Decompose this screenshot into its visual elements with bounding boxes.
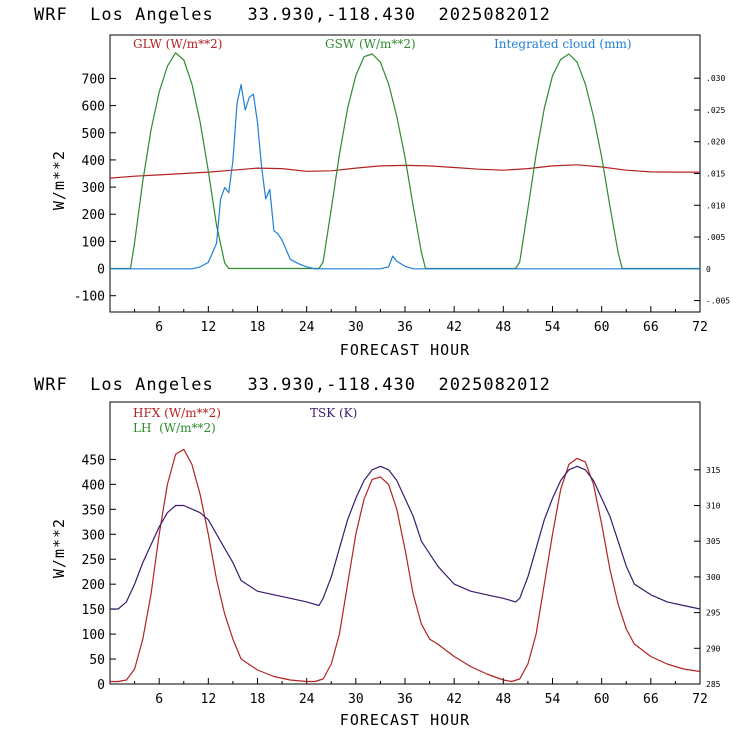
chart2-y-tick-label: 0: [97, 678, 105, 693]
chart2-y-tick-label: 400: [82, 478, 105, 493]
chart1-x-tick-label: 54: [545, 320, 561, 335]
chart2-y-tick-label: 250: [82, 553, 105, 568]
chart2-x-tick-label: 18: [250, 692, 266, 707]
chart1-y2-tick-label: 0: [706, 265, 711, 274]
chart2-title: WRF Los Angeles 33.930,-118.430 20250820…: [34, 375, 551, 395]
chart1-x-tick-label: 12: [201, 320, 217, 335]
chart2-x-tick-label: 12: [201, 692, 217, 707]
legend-lh: LH (W/m**2): [133, 421, 216, 435]
chart1-x-tick-label: 6: [155, 320, 163, 335]
chart1-y2-tick-label: -.005: [706, 297, 730, 306]
chart2-x-tick-label: 42: [446, 692, 462, 707]
chart1-x-tick-label: 24: [299, 320, 315, 335]
chart2-x-tick-label: 60: [594, 692, 610, 707]
chart1-x-tick-label: 18: [250, 320, 266, 335]
chart2-x-tick-label: 66: [643, 692, 659, 707]
chart1-y2-tick-label: .005: [706, 233, 725, 242]
chart1-y2-tick-label: .020: [706, 138, 725, 147]
chart1-series-glw-line: [109, 164, 700, 179]
chart2-y2-tick-label: 295: [706, 609, 721, 618]
chart1-x-axis-label: FORECAST HOUR: [340, 341, 470, 359]
chart2-x-tick-label: 6: [155, 692, 163, 707]
chart2-y-tick-label: 100: [82, 628, 105, 643]
chart2-x-tick-label: 24: [299, 692, 315, 707]
chart1-series-integrated-line: [110, 83, 700, 270]
chart2-y2-tick-label: 305: [706, 537, 721, 546]
chart1-y-tick-label: 300: [82, 181, 105, 196]
chart1-y-tick-label: 600: [82, 100, 105, 115]
chart1-plot-area: [109, 34, 701, 313]
chart2-y-tick-label: 300: [82, 528, 105, 543]
chart2-y-tick-label: 200: [82, 578, 105, 593]
chart1-x-tick-label: 48: [496, 320, 512, 335]
chart1-y-tick-label: 400: [82, 154, 105, 169]
chart2-x-axis-label: FORECAST HOUR: [340, 711, 470, 729]
chart2-x-tick-label: 30: [348, 692, 364, 707]
chart2-y2-tick-label: 290: [706, 644, 721, 653]
chart2-x-tick-label: 54: [545, 692, 561, 707]
chart1-y2-tick-label: .015: [706, 170, 725, 179]
chart2-y-axis-label: W/m**2: [50, 518, 68, 578]
legend-gsw: GSW (W/m**2): [325, 37, 416, 51]
chart1-title: WRF Los Angeles 33.930,-118.430 20250820…: [34, 5, 551, 25]
chart2-plot-area: [109, 401, 701, 685]
legend-hfx: HFX (W/m**2): [133, 406, 221, 420]
chart2-x-tick-label: 48: [496, 692, 512, 707]
legend-tsk: TSK (K): [310, 406, 357, 420]
chart-marks: 6 12 18 24 30 36 42 48 54 60 66 72-1000100200300400…: [74, 52, 730, 707]
chart1-x-tick-label: 36: [397, 320, 413, 335]
chart2-y-tick-label: 50: [89, 653, 105, 668]
chart1-y-tick-label: 0: [97, 263, 105, 278]
chart2-series-tsk-line: [110, 465, 701, 610]
chart2-x-tick-label: 36: [397, 692, 413, 707]
chart1-x-tick-label: 66: [643, 320, 659, 335]
chart2-y2-tick-label: 285: [706, 680, 721, 689]
chart1-y-tick-label: -100: [74, 290, 105, 305]
chart2-y2-tick-label: 300: [706, 573, 721, 582]
chart1-y2-tick-label: .025: [706, 106, 725, 115]
chart1-x-tick-label: 72: [692, 320, 708, 335]
chart1-y2-tick-label: .030: [706, 74, 725, 83]
chart1-y-tick-label: 500: [82, 127, 105, 142]
chart1-y-tick-label: 100: [82, 235, 105, 250]
chart1-x-tick-label: 30: [348, 320, 364, 335]
legend-integrated-cloud: Integrated cloud (mm): [494, 37, 632, 51]
chart2-y-tick-label: 450: [82, 453, 105, 468]
chart1-x-tick-label: 42: [446, 320, 462, 335]
chart1-x-tick-label: 60: [594, 320, 610, 335]
chart1-y-tick-label: 200: [82, 208, 105, 223]
chart2-y2-tick-label: 310: [706, 502, 721, 511]
chart1-y-tick-label: 700: [82, 72, 105, 87]
chart2-y-tick-label: 350: [82, 503, 105, 518]
chart1-y-axis-label: W/m**2: [50, 150, 68, 210]
chart1-series-gsw-line: [110, 52, 700, 270]
chart1-y2-tick-label: .010: [706, 201, 725, 210]
chart2-y-tick-label: 150: [82, 603, 105, 618]
chart2-y2-tick-label: 315: [706, 466, 721, 475]
legend-glw: GLW (W/m**2): [133, 37, 222, 51]
chart2-x-tick-label: 72: [692, 692, 708, 707]
chart2-series-hfx-line: [110, 448, 701, 683]
